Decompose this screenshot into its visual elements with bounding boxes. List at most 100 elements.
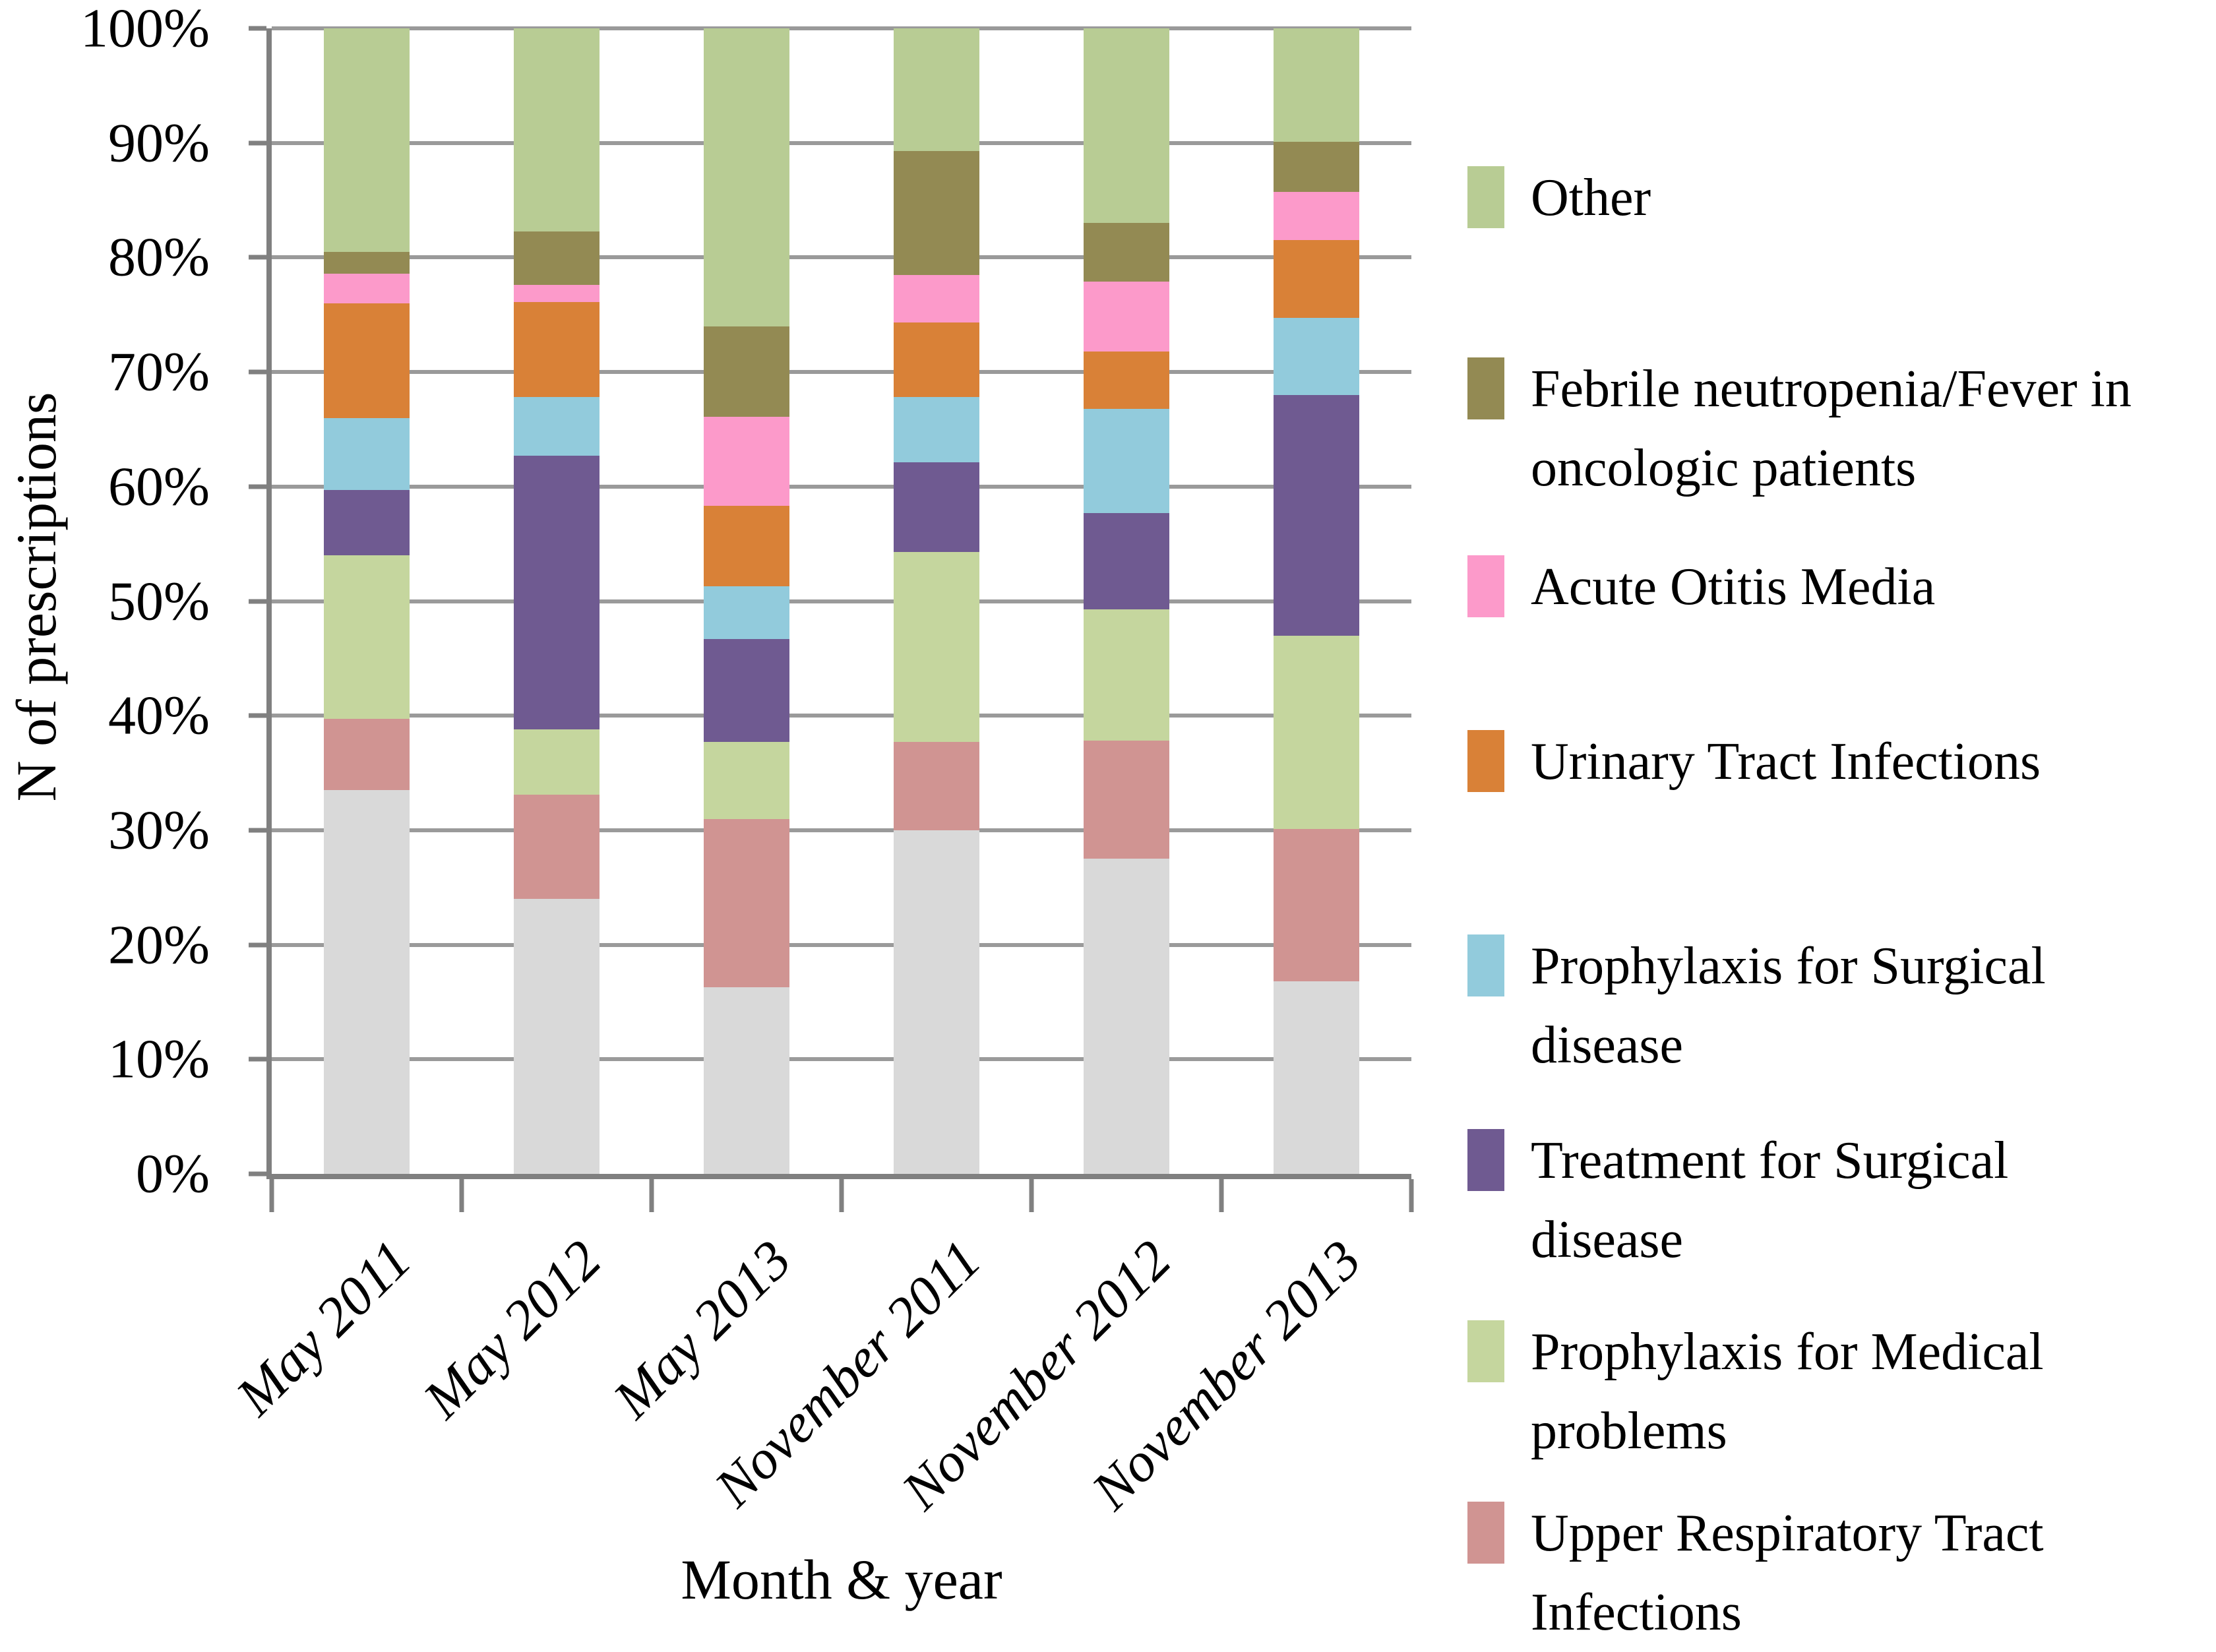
bar (894, 28, 979, 1174)
bar-segment (324, 490, 410, 556)
x-tick-mark (649, 1179, 654, 1212)
gridline (272, 255, 1411, 260)
legend-item: Urinary Tract Infections (1467, 722, 2193, 801)
y-tick-mark (249, 26, 266, 31)
bar-segment (894, 551, 979, 743)
y-axis-line (266, 28, 272, 1179)
y-tick-mark (249, 713, 266, 718)
y-tick-mark (249, 140, 266, 146)
bar-segment (704, 586, 789, 639)
bar-segment (1274, 394, 1359, 636)
bar-segment (514, 302, 600, 398)
bar-segment (514, 28, 600, 231)
bar-segment (1084, 859, 1169, 1174)
gridline (272, 26, 1411, 30)
bar-segment (324, 555, 410, 719)
bar-segment (1274, 318, 1359, 395)
x-axis-label-text: May 2011 (224, 1229, 423, 1427)
y-tick-mark (249, 1171, 266, 1177)
legend-label: Prophylaxis for Medical problems (1531, 1323, 2044, 1460)
y-tick-label: 50% (108, 570, 210, 632)
bar-segment (514, 795, 600, 900)
bar-segment (1274, 28, 1359, 142)
y-tick-mark (249, 1056, 266, 1062)
bar-segment (1274, 240, 1359, 319)
bar-segment (1084, 741, 1169, 859)
bar-segment (1274, 192, 1359, 241)
bar-segment (514, 455, 600, 730)
bar-segment (1084, 609, 1169, 741)
y-tick-label: 70% (108, 341, 210, 403)
legend-swatch (1467, 1129, 1504, 1191)
y-tick-label: 20% (108, 914, 210, 976)
legend-swatch (1467, 555, 1504, 617)
gridline (272, 370, 1411, 375)
x-axis-title: Month & year (681, 1548, 1002, 1611)
legend-swatch (1467, 1502, 1504, 1564)
bar-segment (1274, 829, 1359, 982)
bar (324, 28, 410, 1174)
bar-segment (1084, 351, 1169, 409)
y-tick-label: 100% (80, 0, 210, 59)
gridline (272, 714, 1411, 718)
bar-segment (324, 28, 410, 252)
bar-segment (894, 28, 979, 151)
bar-segment (894, 830, 979, 1174)
legend-label: Febrile neutropenia/Fever in oncologic p… (1531, 360, 2132, 497)
bar-category-may-2011 (272, 28, 462, 1174)
legend: Other Febrile neutropenia/Fever in oncolo… (1467, 152, 2193, 1652)
legend-label: Prophylaxis for Surgical disease (1531, 937, 2046, 1074)
bar-segment (704, 326, 789, 417)
bar-segment (514, 285, 600, 303)
bar-segment (514, 397, 600, 456)
bar-segment (1274, 981, 1359, 1174)
bar-segment (894, 397, 979, 463)
legend-label: Treatment for Surgical disease (1531, 1132, 2009, 1269)
y-axis-tick-labels: 100% 90% 80% 70% 60% 50% 40% 30% 20% 10% 0% (0, 0, 210, 1205)
x-tick-mark (1219, 1179, 1224, 1212)
bar (1274, 28, 1359, 1174)
bar-category-may-2012 (462, 28, 652, 1174)
bar-segment (1084, 223, 1169, 282)
legend-item: Other (1467, 158, 2193, 237)
bar-segment (324, 251, 410, 274)
y-tick-label: 30% (108, 799, 210, 861)
bar-segment (894, 150, 979, 275)
bar-segment (704, 506, 789, 586)
legend-label: Upper Respiratory Tract Infections (1531, 1504, 2044, 1641)
legend-item: Prophylaxis for Medical problems (1467, 1312, 2193, 1471)
y-tick-label: 90% (108, 112, 210, 174)
gridline (272, 599, 1411, 603)
legend-item: Acute Otitis Media (1467, 547, 2193, 627)
bar-segment (704, 28, 789, 326)
bar (514, 28, 600, 1174)
bar-segment (324, 303, 410, 418)
bar-segment (514, 899, 600, 1174)
legend-swatch (1467, 166, 1504, 228)
bar-segment (324, 719, 410, 791)
gridline (272, 942, 1411, 947)
bar-segment (324, 273, 410, 303)
x-tick-mark (1409, 1179, 1414, 1212)
bar-segment (324, 790, 410, 1174)
bar-segment (894, 462, 979, 552)
y-tick-mark (249, 484, 266, 489)
y-tick-mark (249, 599, 266, 603)
bar-segment (1274, 635, 1359, 830)
y-tick-label: 60% (108, 456, 210, 518)
x-axis-tick-marks (0, 1179, 2216, 1212)
bar-segment (704, 742, 789, 819)
bar (1084, 28, 1169, 1174)
bars (272, 28, 1411, 1174)
bar-segment (1084, 512, 1169, 609)
legend-swatch (1467, 730, 1504, 792)
bar-segment (894, 742, 979, 830)
bar-segment (894, 322, 979, 398)
legend-item: Upper Respiratory Tract Infections (1467, 1494, 2193, 1652)
legend-swatch (1467, 357, 1504, 419)
bar-segment (704, 638, 789, 743)
legend-item: Febrile neutropenia/Fever in oncologic p… (1467, 350, 2193, 508)
bar (704, 28, 789, 1174)
bar-segment (1084, 408, 1169, 513)
